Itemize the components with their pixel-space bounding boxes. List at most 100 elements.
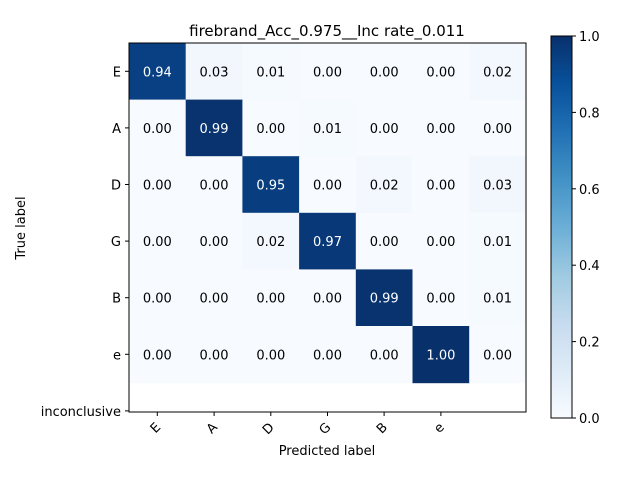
colorbar-tick-label: 1.0 bbox=[579, 30, 600, 45]
heatmap-cell bbox=[469, 269, 527, 327]
heatmap-cell-label: 0.01 bbox=[313, 122, 342, 137]
heatmap-cell-label: 0.00 bbox=[256, 348, 285, 363]
heatmap-cell-label: 0.00 bbox=[313, 292, 342, 307]
heatmap-cell-label: 0.00 bbox=[143, 348, 172, 363]
heatmap-cell bbox=[185, 156, 243, 214]
y-axis-label: True label bbox=[14, 196, 29, 260]
colorbar bbox=[550, 35, 573, 419]
heatmap-cell-label: 0.00 bbox=[426, 292, 455, 307]
heatmap-cell-label: 0.00 bbox=[370, 122, 399, 137]
heatmap-cell-label: 0.00 bbox=[483, 122, 512, 137]
heatmap-cell-label: 0.03 bbox=[200, 65, 229, 80]
heatmap-cell-label: 0.03 bbox=[483, 179, 512, 194]
heatmap-cell bbox=[129, 43, 187, 101]
heatmap-cell-label: 0.97 bbox=[313, 235, 342, 250]
colorbar-ticks: 0.0 0.2 0.4 0.6 0.8 1.0 bbox=[572, 30, 600, 427]
heatmap-cell bbox=[129, 269, 187, 327]
heatmap-cell-label: 0.01 bbox=[256, 65, 285, 80]
heatmap-cell bbox=[412, 99, 470, 157]
heatmap-cell bbox=[129, 212, 187, 270]
heatmap-cell bbox=[412, 212, 470, 270]
y-tick-label: B bbox=[112, 292, 121, 307]
heatmap-cell bbox=[242, 326, 300, 384]
x-tick-label: e bbox=[431, 420, 447, 436]
heatmap-cell-label: 0.00 bbox=[483, 348, 512, 363]
x-tick-label: A bbox=[204, 420, 221, 437]
heatmap-cell-label: 0.00 bbox=[143, 122, 172, 137]
heatmap-cells bbox=[129, 43, 527, 384]
heatmap-cell-label: 0.02 bbox=[370, 179, 399, 194]
heatmap-cell bbox=[242, 99, 300, 157]
heatmap-cell-label: 0.00 bbox=[313, 348, 342, 363]
heatmap-cell bbox=[469, 43, 527, 101]
heatmap-cell-label: 0.00 bbox=[200, 179, 229, 194]
heatmap-cell bbox=[412, 43, 470, 101]
heatmap-cell-label: 0.00 bbox=[370, 65, 399, 80]
x-axis-label: Predicted label bbox=[279, 444, 376, 459]
y-tick-label: A bbox=[112, 122, 121, 137]
heatmap-cell bbox=[129, 156, 187, 214]
y-tick-label: G bbox=[111, 235, 121, 250]
heatmap-cell-label: 0.00 bbox=[313, 179, 342, 194]
heatmap-cell-label: 0.00 bbox=[200, 235, 229, 250]
heatmap-cell-label: 0.00 bbox=[426, 122, 455, 137]
heatmap-cell-label: 0.00 bbox=[256, 122, 285, 137]
chart-title: firebrand_Acc_0.975__Inc rate_0.011 bbox=[189, 22, 465, 41]
heatmap-cell-label: 0.95 bbox=[256, 179, 285, 194]
colorbar-tick-label: 0.8 bbox=[579, 106, 600, 121]
heatmap-cell bbox=[242, 212, 300, 270]
heatmap-cell-label: 0.94 bbox=[143, 65, 172, 80]
heatmap-cell bbox=[185, 326, 243, 384]
y-axis-ticks: E A D G Be inconclusive bbox=[41, 65, 129, 420]
heatmap-cell bbox=[185, 269, 243, 327]
heatmap-cell bbox=[355, 326, 414, 384]
heatmap-cell bbox=[412, 269, 470, 327]
heatmap-cell-label: 0.00 bbox=[426, 65, 455, 80]
heatmap-cell-label: 0.01 bbox=[483, 292, 512, 307]
heatmap-cell-label: 1.00 bbox=[426, 348, 455, 363]
heatmap-cell-label: 0.99 bbox=[370, 292, 399, 307]
x-tick-label: D bbox=[260, 420, 278, 438]
heatmap-cell-label: 0.00 bbox=[200, 348, 229, 363]
heatmap-cell bbox=[355, 99, 414, 157]
heatmap-cell bbox=[299, 269, 357, 327]
heatmap-cell bbox=[242, 156, 300, 214]
heatmap-cell-label: 0.00 bbox=[313, 65, 342, 80]
heatmap-cell-label: 0.00 bbox=[370, 235, 399, 250]
y-tick-label: E bbox=[113, 65, 121, 80]
x-tick-label: E bbox=[148, 420, 164, 436]
heatmap-cell bbox=[129, 326, 187, 384]
heatmap-cell-labels: 0.94 0.03 0.01 0.00 0.00 0.00 0.02 0.00 0.99 0.00… bbox=[143, 65, 512, 363]
heatmap-cell bbox=[355, 269, 414, 327]
heatmap-cell-label: 0.00 bbox=[143, 179, 172, 194]
heatmap-cell bbox=[129, 99, 187, 157]
heatmap-cell bbox=[185, 212, 243, 270]
heatmap-cell bbox=[185, 43, 243, 101]
heatmap-cell bbox=[299, 212, 357, 270]
y-tick-label: e bbox=[113, 348, 121, 363]
heatmap-cell-label: 0.00 bbox=[370, 348, 399, 363]
heatmap-cell bbox=[242, 43, 300, 101]
heatmap-cell-label: 0.00 bbox=[426, 179, 455, 194]
heatmap-cell bbox=[469, 99, 527, 157]
colorbar-tick-label: 0.4 bbox=[579, 259, 600, 274]
heatmap-cell bbox=[469, 326, 527, 384]
heatmap-cell bbox=[299, 99, 357, 157]
heatmap-cell bbox=[242, 269, 300, 327]
heatmap-cell bbox=[185, 99, 243, 157]
heatmap-cell bbox=[469, 156, 527, 214]
heatmap-cell bbox=[299, 156, 357, 214]
y-tick-label: D bbox=[111, 179, 121, 194]
heatmap-cell bbox=[299, 43, 357, 101]
heatmap-cell-label: 0.00 bbox=[143, 235, 172, 250]
colorbar-tick-label: 0.6 bbox=[579, 183, 600, 198]
heatmap-cell-label: 0.02 bbox=[483, 65, 512, 80]
heatmap-cell bbox=[412, 326, 470, 384]
heatmap-cell bbox=[355, 156, 414, 214]
x-tick-label: B bbox=[374, 420, 391, 437]
heatmap-cell-label: 0.02 bbox=[256, 235, 285, 250]
heatmap-cell-label: 0.00 bbox=[256, 292, 285, 307]
